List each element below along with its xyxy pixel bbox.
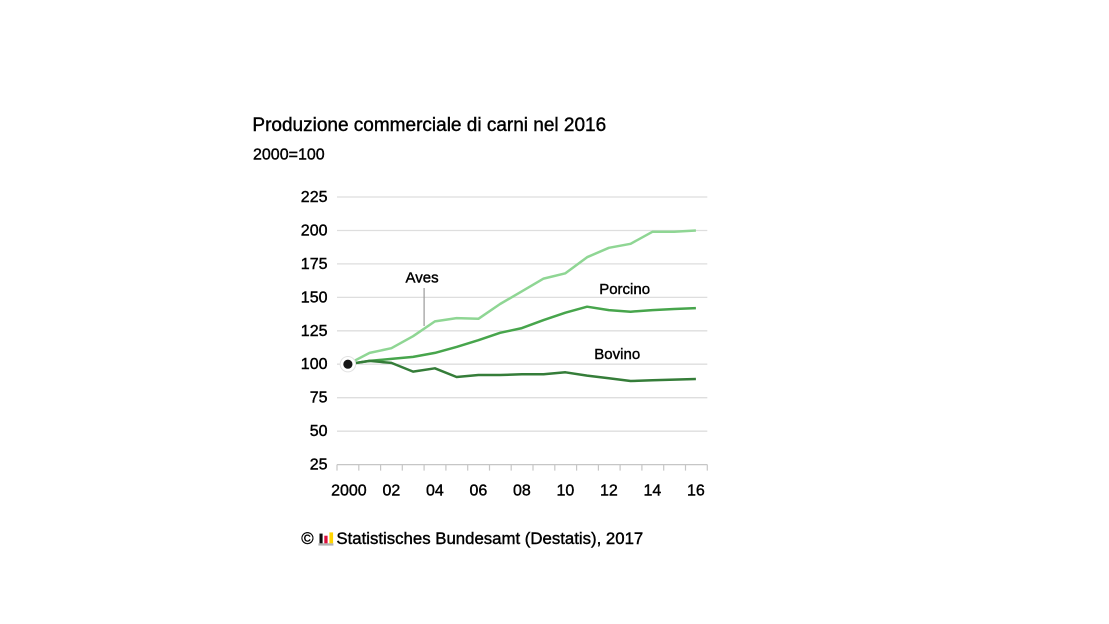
svg-text:200: 200 [301, 223, 328, 240]
svg-text:75: 75 [310, 390, 328, 407]
svg-text:Statistisches Bundesamt (Desta: Statistisches Bundesamt (Destatis), 2017 [336, 529, 643, 548]
svg-text:04: 04 [426, 483, 444, 500]
svg-text:02: 02 [383, 483, 401, 500]
svg-text:225: 225 [301, 189, 328, 206]
svg-text:12: 12 [600, 483, 618, 500]
svg-text:Aves: Aves [406, 270, 439, 287]
svg-text:2000: 2000 [331, 483, 367, 500]
svg-text:100: 100 [301, 356, 328, 373]
svg-text:©: © [301, 529, 314, 548]
svg-text:06: 06 [470, 483, 488, 500]
svg-text:10: 10 [557, 483, 575, 500]
svg-text:Porcino: Porcino [599, 281, 650, 298]
svg-text:Bovino: Bovino [594, 346, 640, 363]
svg-text:25: 25 [310, 457, 328, 474]
svg-text:2000=100: 2000=100 [253, 146, 325, 163]
svg-text:Produzione commerciale di carn: Produzione commerciale di carni nel 2016 [252, 115, 606, 136]
svg-text:150: 150 [301, 289, 328, 306]
svg-text:16: 16 [687, 483, 705, 500]
svg-text:50: 50 [310, 423, 328, 440]
svg-text:14: 14 [644, 483, 662, 500]
svg-text:175: 175 [301, 256, 328, 273]
svg-text:125: 125 [301, 323, 328, 340]
svg-text:08: 08 [513, 483, 531, 500]
